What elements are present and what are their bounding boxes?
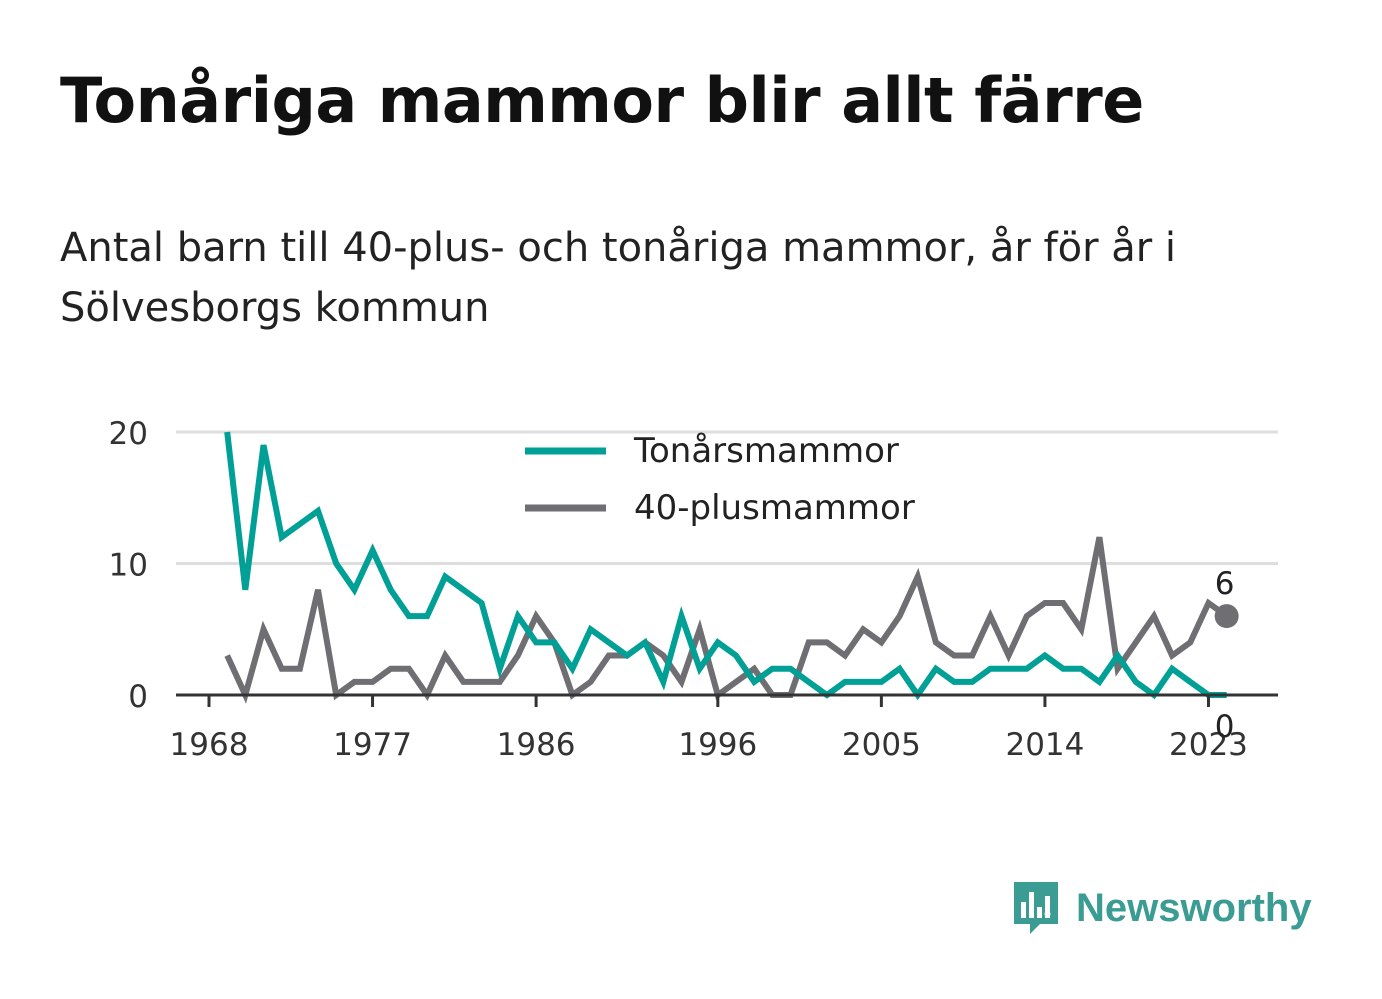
- x-tick-label: 1996: [678, 727, 757, 763]
- axes: 1968 1977 1986 1996 2005 2014 2023: [170, 693, 1278, 763]
- series-lines: [224, 431, 1229, 704]
- line-chart: 0 10 20 1968 1977 1986 1996 2005 2014 2023 Tonår…: [109, 416, 1278, 763]
- x-tick-label: 2014: [1005, 727, 1084, 763]
- grid-lines: 0 10 20: [109, 416, 1278, 715]
- y-tick-label: 10: [109, 548, 148, 584]
- y-tick-label: 20: [109, 416, 148, 452]
- y-tick-label: 0: [128, 679, 148, 715]
- x-tick-label: 1968: [170, 727, 249, 763]
- end-point-marker: [1214, 604, 1239, 629]
- end-labels: 06: [1214, 566, 1239, 745]
- brand-logo: Newsworthy: [1010, 876, 1312, 940]
- legend: Tonårsmammor 40-plusmammor: [512, 431, 942, 544]
- chart-title: Tonåriga mammor blir allt färre: [60, 64, 1144, 137]
- end-value-label: 6: [1215, 566, 1235, 602]
- x-tick-label: 1986: [497, 727, 576, 763]
- end-value-label: 0: [1215, 709, 1235, 745]
- brand-name: Newsworthy: [1076, 885, 1312, 930]
- series-line-40-plusmammor: [224, 536, 1229, 704]
- x-tick-label: 2023: [1169, 727, 1248, 763]
- x-tick-label: 2005: [842, 727, 921, 763]
- x-tick-label: 1977: [333, 727, 412, 763]
- series-line-Tonårsmammor: [224, 431, 1227, 701]
- newsworthy-logo-icon: [1014, 882, 1058, 934]
- legend-label: 40-plusmammor: [634, 488, 915, 528]
- legend-label: Tonårsmammor: [633, 431, 899, 471]
- chart-subtitle: Antal barn till 40-plus- och tonåriga ma…: [60, 225, 1177, 331]
